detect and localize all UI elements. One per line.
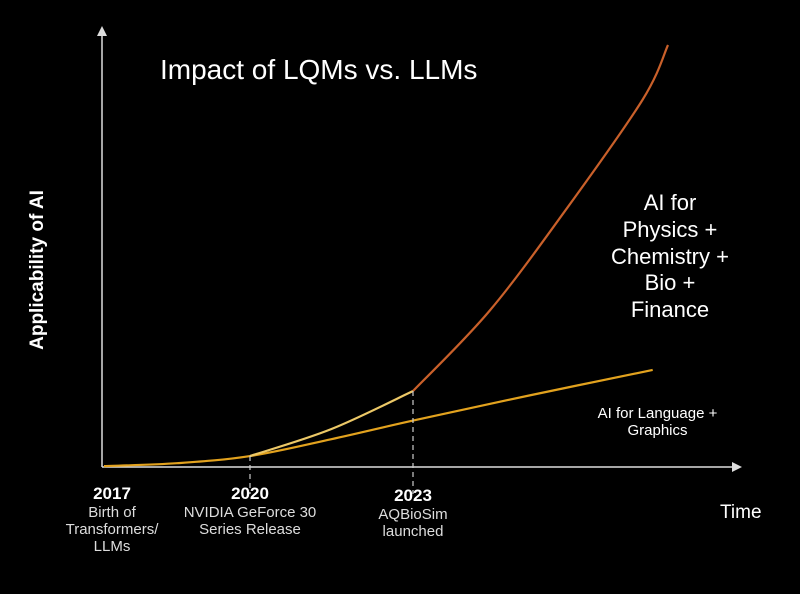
tick-label: 2023 xyxy=(394,486,432,505)
tick-label: 2020 xyxy=(231,484,269,503)
tick-label: 2017 xyxy=(93,484,131,503)
series-line-2 xyxy=(412,44,670,392)
label-line: Graphics xyxy=(627,422,688,440)
annotation-line: NVIDIA GeForce 30 xyxy=(183,503,317,521)
label-line: AI for xyxy=(643,190,697,215)
series-line-1 xyxy=(249,390,414,458)
annotation-line: Transformers/ xyxy=(65,520,159,538)
label-line: Finance xyxy=(630,297,710,323)
label-line: Bio + xyxy=(644,270,696,296)
annotation-line: AQBioSim xyxy=(378,505,448,523)
series-line-0 xyxy=(103,368,653,468)
annotation-line: launched xyxy=(382,522,444,540)
label-line: Chemistry + xyxy=(611,243,729,269)
y-axis-label: Applicability of AI xyxy=(27,190,48,350)
annotation-2023: 2023 AQBioSim launched xyxy=(378,486,447,540)
annotation-2020: 2020 NVIDIA GeForce 30 Series Release xyxy=(184,484,317,538)
annotation-line: Series Release xyxy=(199,520,301,538)
annotation-line: LLMs xyxy=(93,538,131,556)
chart-title: Impact of LQMs vs. LLMs xyxy=(160,54,478,85)
series-label-llm: AI for Language + Graphics xyxy=(585,405,730,440)
annotation-2017: 2017 Birth of Transformers/ LLMs xyxy=(66,484,159,555)
y-axis-arrow-icon xyxy=(97,26,107,36)
label-line: AI for Language + xyxy=(597,405,718,422)
x-axis-label: Time xyxy=(720,502,762,523)
series-label-lqm: AI for Physics + Chemistry + Bio + Finan… xyxy=(590,190,750,324)
label-line: Physics + xyxy=(622,216,718,242)
x-axis-arrow-icon xyxy=(732,462,742,472)
annotation-line: Birth of xyxy=(88,503,136,521)
